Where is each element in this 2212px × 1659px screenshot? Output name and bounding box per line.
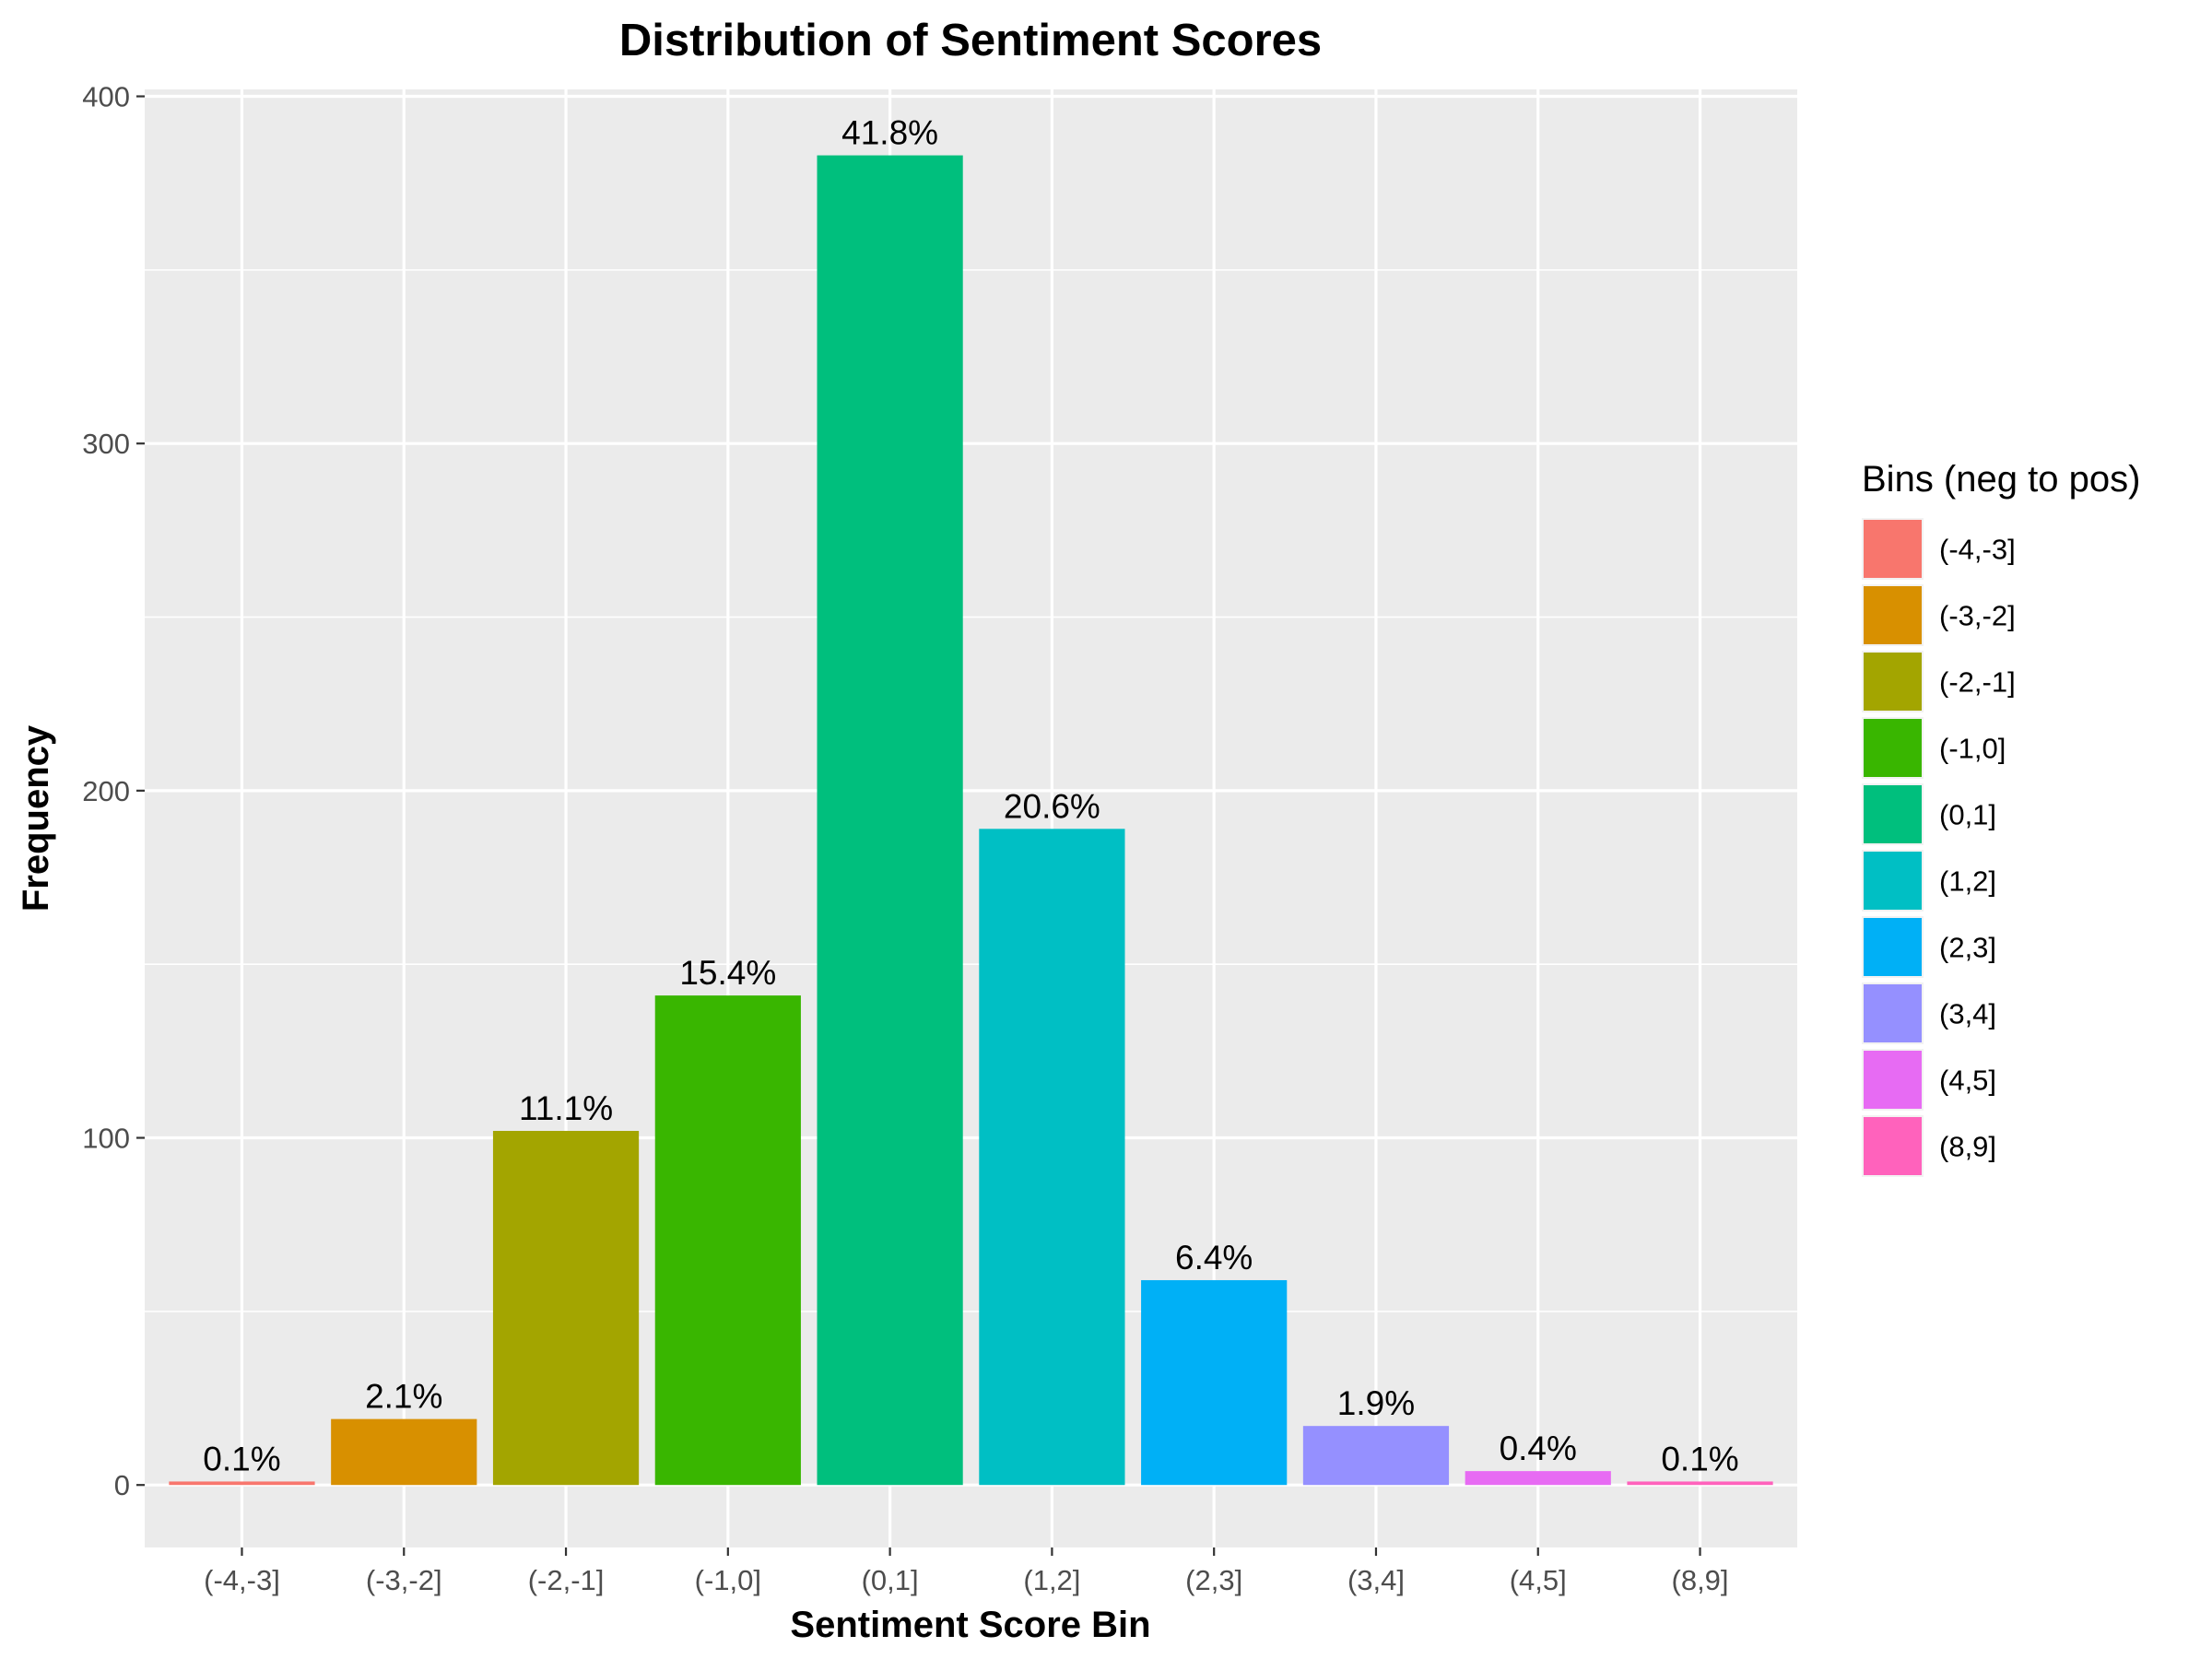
legend-label: (1,2] bbox=[1939, 865, 1996, 898]
bar bbox=[1627, 1481, 1773, 1486]
bar bbox=[1302, 1426, 1450, 1486]
bar bbox=[169, 1481, 315, 1486]
panel-background bbox=[145, 89, 1797, 1547]
bars bbox=[169, 155, 1773, 1486]
bar bbox=[979, 829, 1125, 1486]
data-label: 15.4% bbox=[679, 954, 776, 992]
legend-label: (-4,-3] bbox=[1939, 534, 2016, 566]
x-tick-label: (1,2] bbox=[1023, 1564, 1080, 1596]
legend-key bbox=[1864, 785, 1922, 843]
x-tick-label: (3,4] bbox=[1347, 1564, 1405, 1596]
legend-key bbox=[1864, 653, 1922, 711]
x-axis: (-4,-3] (-3,-2] (-2,-1] (-1,0] (0,1] (1,2] (2,… bbox=[204, 1547, 1729, 1596]
bar bbox=[1465, 1471, 1611, 1486]
bar bbox=[1141, 1279, 1288, 1486]
chart-title: Distribution of Sentiment Scores bbox=[619, 16, 1322, 65]
legend-key bbox=[1864, 586, 1922, 644]
y-tick-label: 0 bbox=[114, 1469, 130, 1501]
y-tick-label: 300 bbox=[82, 428, 130, 460]
legend-label: (4,5] bbox=[1939, 1065, 1996, 1097]
bar bbox=[654, 995, 801, 1486]
data-label: 1.9% bbox=[1337, 1384, 1415, 1422]
legend: Bins (neg to pos) (-4,-3](-3,-2](-2,-1](… bbox=[1862, 459, 2140, 1177]
legend-items: (-4,-3] (-3,-2] (-2,-1] (-1,0] (0,1] (1,2] (2,… bbox=[1862, 518, 2016, 1177]
legend-key bbox=[1864, 984, 1922, 1042]
data-label: 2.1% bbox=[365, 1378, 442, 1416]
legend-key bbox=[1864, 1051, 1922, 1109]
x-tick-label: (-4,-3] bbox=[204, 1564, 280, 1596]
x-tick-label: (2,3] bbox=[1185, 1564, 1242, 1596]
y-axis: 0 100 200 300 400 bbox=[82, 81, 145, 1501]
y-axis-title: Frequency bbox=[16, 724, 56, 912]
legend-key bbox=[1864, 719, 1922, 777]
legend-label: (2,3] bbox=[1939, 932, 1996, 964]
x-tick-label: (-1,0] bbox=[695, 1564, 761, 1596]
legend-label: (0,1] bbox=[1939, 799, 1996, 831]
data-label: 0.1% bbox=[1661, 1440, 1738, 1477]
legend-label: (-3,-2] bbox=[1939, 600, 2016, 632]
legend-key bbox=[1864, 852, 1922, 910]
bar bbox=[331, 1418, 477, 1486]
bar bbox=[492, 1131, 640, 1486]
legend-label: (-2,-1] bbox=[1939, 666, 2016, 699]
legend-key bbox=[1864, 1117, 1922, 1175]
x-tick-label: (0,1] bbox=[862, 1564, 919, 1596]
y-tick-label: 400 bbox=[82, 81, 130, 113]
legend-title: Bins (neg to pos) bbox=[1862, 459, 2140, 500]
legend-key bbox=[1864, 918, 1922, 976]
data-label: 41.8% bbox=[841, 114, 938, 152]
data-label: 11.1% bbox=[519, 1089, 613, 1127]
y-tick-label: 200 bbox=[82, 775, 130, 807]
legend-label: (8,9] bbox=[1939, 1131, 1996, 1163]
legend-label: (3,4] bbox=[1939, 998, 1996, 1030]
x-tick-label: (4,5] bbox=[1510, 1564, 1567, 1596]
data-label: 0.4% bbox=[1500, 1430, 1577, 1467]
legend-key bbox=[1864, 520, 1922, 578]
x-tick-label: (-2,-1] bbox=[528, 1564, 605, 1596]
data-label: 0.1% bbox=[203, 1440, 280, 1477]
x-axis-title: Sentiment Score Bin bbox=[790, 1605, 1150, 1645]
x-tick-label: (-3,-2] bbox=[366, 1564, 442, 1596]
y-tick-label: 100 bbox=[82, 1123, 130, 1155]
bar bbox=[817, 155, 963, 1486]
x-tick-label: (8,9] bbox=[1672, 1564, 1729, 1596]
data-label: 20.6% bbox=[1004, 787, 1100, 825]
data-label: 6.4% bbox=[1175, 1239, 1253, 1277]
data-labels: 0.1% 2.1% 11.1% 15.4% 41.8% 20.6% 6.4% 1.9% 0.4%… bbox=[203, 114, 1738, 1478]
legend-label: (-1,0] bbox=[1939, 733, 2006, 765]
